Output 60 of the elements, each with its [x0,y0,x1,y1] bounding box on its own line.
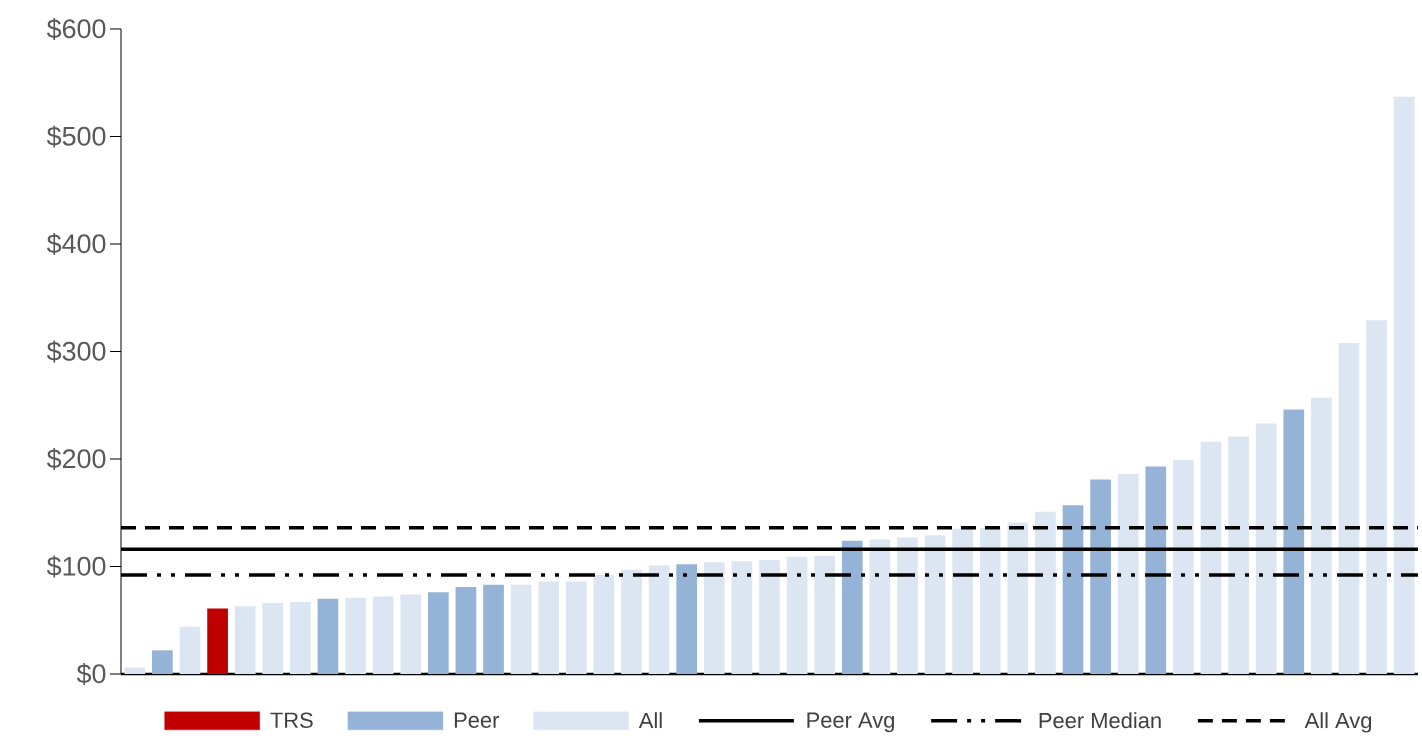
bar [1200,441,1222,674]
bar [759,560,780,674]
bar [1283,409,1305,674]
bar [1090,479,1111,674]
y-tick-label: $200 [46,448,106,470]
bar [1366,320,1387,674]
bar [897,537,918,674]
bar [869,539,891,674]
bar [179,626,201,674]
legend-label: Peer Avg [807,712,894,733]
bar [372,596,394,674]
y-tick-label: $0 [76,663,106,685]
bar [262,603,284,674]
y-tick-label: $600 [46,18,106,40]
bar [207,608,228,674]
bar [124,667,146,674]
bar [786,556,808,674]
legend-label: All Avg [1304,712,1372,733]
legend-label: Peer [454,712,500,728]
bar [952,528,973,674]
bar [731,561,753,674]
bar [1311,397,1332,674]
bar [1062,505,1084,674]
bar [1117,474,1139,674]
legend-label: Peer Median [1039,712,1161,729]
bar [1255,423,1277,674]
bar [814,555,836,674]
bar [400,594,422,674]
y-tick-label: $400 [46,233,106,255]
bar [317,598,339,674]
bar [1173,460,1194,674]
bar [1145,466,1167,674]
bar [621,569,642,674]
bar [483,584,504,674]
bar [1393,96,1415,674]
bar [676,564,698,674]
bar [593,575,615,674]
bar [1228,436,1249,674]
bar [510,584,532,674]
bar [345,597,366,674]
bar [152,650,173,674]
legend-label: TRS [270,712,313,728]
bar [703,562,725,674]
bar [924,535,946,674]
bar [841,540,863,674]
bar [1035,511,1056,674]
bar [455,586,477,674]
bar [565,581,587,674]
y-tick-label: $500 [46,125,106,148]
bar [648,565,670,674]
bar [979,527,1001,674]
bar [538,581,560,674]
bar [290,601,311,674]
bar [1338,342,1360,674]
bar [427,592,449,674]
bar [1007,522,1029,674]
y-tick-label: $100 [46,555,106,578]
y-tick-label: $300 [46,340,106,363]
legend-label: All [638,712,662,729]
bar [234,606,256,674]
